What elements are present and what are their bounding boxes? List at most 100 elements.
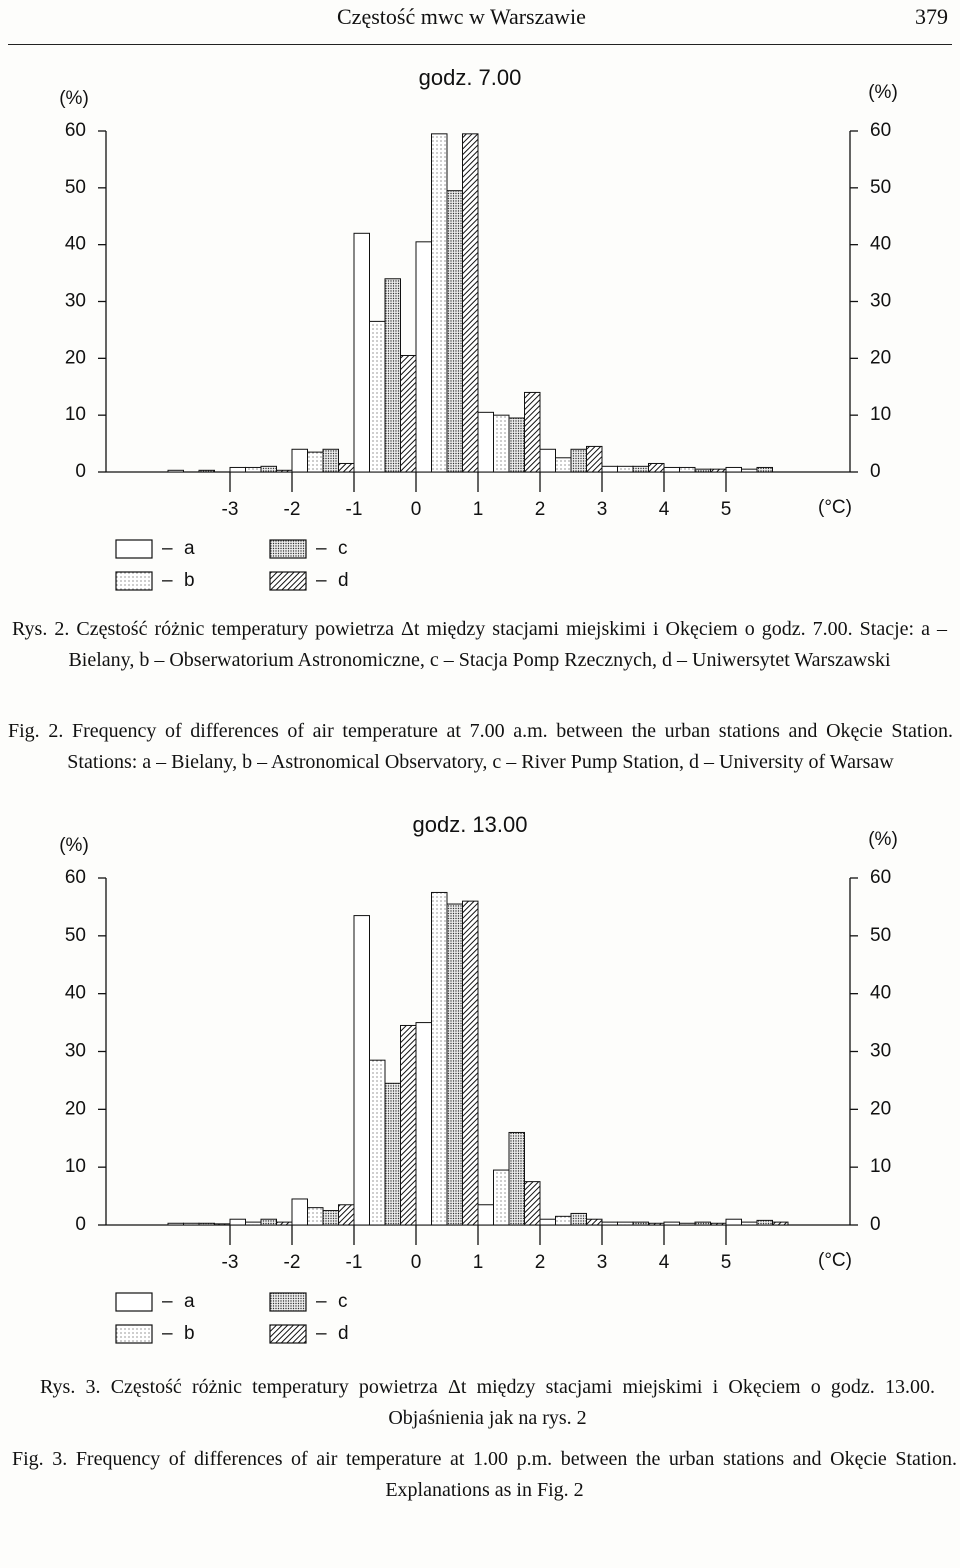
bar bbox=[431, 133, 448, 473]
caption-pl: Rys. 3. Częstość różnic temperatury powi… bbox=[40, 1376, 935, 1429]
bar bbox=[198, 1222, 215, 1226]
bar bbox=[229, 466, 246, 473]
bar bbox=[369, 320, 386, 473]
bar bbox=[384, 278, 401, 473]
bar bbox=[694, 1221, 711, 1226]
bar bbox=[183, 1222, 200, 1226]
bar bbox=[648, 462, 665, 473]
bar bbox=[725, 466, 742, 473]
y2-tick-label: 50 bbox=[870, 925, 891, 946]
bar bbox=[291, 1198, 308, 1226]
x-tick-label: 4 bbox=[659, 1252, 670, 1273]
bar bbox=[338, 462, 355, 473]
bar bbox=[415, 1022, 432, 1226]
legend-swatch bbox=[115, 1324, 153, 1344]
y-tick-label: 40 bbox=[65, 234, 86, 255]
y2-tick-label: 0 bbox=[870, 461, 881, 482]
legend-swatch bbox=[115, 1292, 153, 1312]
y2-axis-label: (%) bbox=[868, 829, 898, 850]
legend-swatch bbox=[269, 539, 307, 559]
legend-dash: – bbox=[162, 1323, 173, 1344]
y2-tick-label: 10 bbox=[870, 404, 891, 425]
bar bbox=[679, 1222, 696, 1226]
y-tick-label: 30 bbox=[65, 291, 86, 312]
bar bbox=[276, 469, 293, 473]
bar bbox=[322, 448, 339, 473]
bar bbox=[648, 1222, 665, 1226]
y-tick-label: 10 bbox=[65, 1156, 86, 1177]
legend-label: c bbox=[338, 538, 348, 559]
bar bbox=[369, 1059, 386, 1226]
bar bbox=[477, 1204, 494, 1226]
y-tick-label: 20 bbox=[65, 347, 86, 368]
chart-title: godz. 7.00 bbox=[419, 65, 522, 90]
y-tick-label: 40 bbox=[65, 983, 86, 1004]
bar bbox=[617, 465, 634, 473]
legend-label: a bbox=[184, 538, 195, 559]
y2-tick-label: 40 bbox=[870, 983, 891, 1004]
header-rule bbox=[8, 44, 952, 45]
bar bbox=[741, 1221, 758, 1226]
bar bbox=[245, 1221, 262, 1226]
x-tick-label: 5 bbox=[721, 499, 732, 520]
bar bbox=[601, 1221, 618, 1226]
legend-dash: – bbox=[316, 570, 327, 591]
legend-label: b bbox=[184, 1323, 195, 1344]
bar bbox=[493, 1169, 510, 1226]
bar bbox=[353, 915, 370, 1226]
bar bbox=[555, 1215, 572, 1226]
y2-tick-label: 40 bbox=[870, 234, 891, 255]
x-tick-label: 1 bbox=[473, 499, 484, 520]
x-tick-label: 0 bbox=[411, 1252, 422, 1273]
bar bbox=[632, 465, 649, 473]
bar bbox=[415, 241, 432, 473]
bar bbox=[431, 891, 448, 1226]
legend-label: a bbox=[184, 1291, 195, 1312]
bar bbox=[756, 1219, 773, 1226]
bar bbox=[291, 448, 308, 473]
bar bbox=[477, 411, 494, 473]
bar bbox=[307, 451, 324, 473]
y-tick-label: 10 bbox=[65, 404, 86, 425]
legend-label: c bbox=[338, 1291, 348, 1312]
y2-axis-label: (%) bbox=[868, 82, 898, 103]
bar bbox=[446, 903, 463, 1226]
bar bbox=[632, 1221, 649, 1226]
y-tick-label: 30 bbox=[65, 1041, 86, 1062]
caption-en: Fig. 2. Frequency of differences of air … bbox=[8, 720, 953, 773]
bar bbox=[400, 1024, 417, 1226]
bar bbox=[524, 1181, 541, 1226]
legend-dash: – bbox=[162, 570, 173, 591]
x-tick-label: 4 bbox=[659, 499, 670, 520]
chart-title: godz. 13.00 bbox=[413, 812, 528, 837]
y2-tick-label: 0 bbox=[870, 1214, 881, 1235]
x-tick-label: -3 bbox=[222, 1252, 239, 1273]
bar bbox=[524, 391, 541, 473]
x-tick-label: 2 bbox=[535, 499, 546, 520]
bar bbox=[601, 465, 618, 473]
bar bbox=[617, 1221, 634, 1226]
x-tick-label: -2 bbox=[284, 1252, 301, 1273]
y-tick-label: 50 bbox=[65, 925, 86, 946]
y2-tick-label: 60 bbox=[870, 867, 891, 888]
bar bbox=[322, 1210, 339, 1226]
x-axis-label: (°C) bbox=[818, 497, 852, 518]
bar bbox=[260, 465, 277, 473]
legend-label: d bbox=[338, 1323, 349, 1344]
bar bbox=[493, 414, 510, 473]
x-tick-label: -2 bbox=[284, 499, 301, 520]
legend-swatch bbox=[269, 1324, 307, 1344]
bar bbox=[276, 1221, 293, 1226]
y-tick-label: 20 bbox=[65, 1098, 86, 1119]
bar bbox=[756, 466, 773, 473]
x-tick-label: 0 bbox=[411, 499, 422, 520]
y-axis-label: (%) bbox=[59, 88, 89, 109]
bar bbox=[508, 417, 525, 473]
y-tick-label: 0 bbox=[75, 461, 86, 482]
y-tick-label: 60 bbox=[65, 120, 86, 141]
bar bbox=[570, 448, 587, 473]
y-axis-label: (%) bbox=[59, 835, 89, 856]
bar bbox=[260, 1218, 277, 1226]
